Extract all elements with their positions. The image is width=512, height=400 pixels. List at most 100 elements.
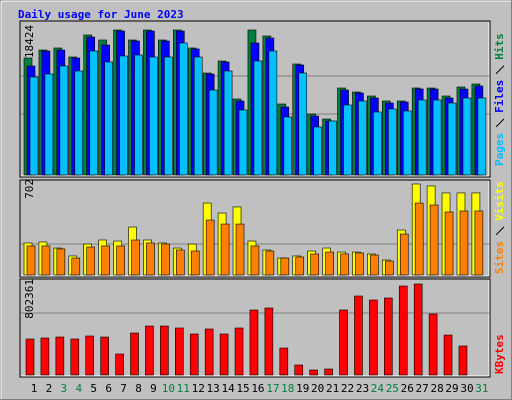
bar <box>164 56 173 176</box>
bar <box>443 334 453 376</box>
bar <box>115 353 124 376</box>
bar <box>175 327 184 376</box>
x-tick-label: 31 <box>475 382 488 395</box>
bar <box>325 251 334 276</box>
x-tick-label: 15 <box>236 382 249 395</box>
bar <box>74 70 84 176</box>
x-tick-label: 17 <box>266 382 279 395</box>
bar <box>414 202 424 276</box>
bar <box>70 338 80 376</box>
x-tick-label: 26 <box>401 382 414 395</box>
bar <box>29 76 39 176</box>
x-tick-label: 27 <box>416 382 429 395</box>
x-tick-label: 7 <box>120 382 127 395</box>
x-tick-label: 11 <box>177 382 190 395</box>
bar <box>59 65 69 176</box>
x-tick-label: 13 <box>207 382 220 395</box>
bar <box>324 368 333 376</box>
bar <box>428 313 438 376</box>
bar <box>161 243 170 276</box>
x-tick-label: 14 <box>221 382 235 395</box>
bar <box>179 42 188 176</box>
x-tick-label: 25 <box>386 382 399 395</box>
bar <box>432 99 442 176</box>
x-tick-label: 24 <box>371 382 385 395</box>
bar <box>343 104 352 176</box>
bar <box>458 345 468 376</box>
bar <box>55 336 65 376</box>
separator <box>495 118 505 128</box>
bar <box>413 283 423 376</box>
bar <box>234 327 244 376</box>
legend-label: Visits <box>493 181 506 221</box>
bar <box>238 109 248 176</box>
bar <box>385 260 394 276</box>
x-tick-label: 30 <box>460 382 473 395</box>
bar <box>220 223 230 276</box>
bar <box>354 295 363 376</box>
y-tick-label: 18424 <box>23 25 36 58</box>
chart-title: Daily usage for June 2023 <box>18 8 184 21</box>
bar <box>417 99 427 176</box>
bar <box>160 325 169 376</box>
x-tick-label: 3 <box>61 382 68 395</box>
bar <box>149 56 158 176</box>
bar <box>250 245 260 276</box>
bar <box>340 253 349 276</box>
bar <box>477 97 487 176</box>
bar <box>44 73 54 176</box>
bar <box>130 332 139 376</box>
bar <box>41 245 51 276</box>
bar <box>384 297 393 376</box>
bar <box>56 248 66 276</box>
bar <box>398 285 408 376</box>
bar <box>355 252 364 276</box>
x-tick-label: 21 <box>326 382 339 395</box>
bar <box>474 210 484 276</box>
bar <box>370 254 379 276</box>
x-tick-label: 29 <box>445 382 458 395</box>
x-tick-label: 1 <box>31 382 38 395</box>
bar <box>309 369 318 376</box>
bar <box>294 364 304 376</box>
bar <box>235 223 245 276</box>
bar <box>86 246 96 276</box>
y-tick-label: 702 <box>23 179 36 199</box>
x-tick-label: 2 <box>46 382 53 395</box>
bar <box>399 233 409 276</box>
x-tick-label: 20 <box>311 382 324 395</box>
bar <box>313 126 322 176</box>
bar <box>25 338 35 376</box>
bar <box>429 204 439 276</box>
x-tick-label: 28 <box>430 382 443 395</box>
bar <box>100 336 109 376</box>
bar <box>280 257 290 276</box>
separator <box>495 65 505 75</box>
x-tick-label: 16 <box>251 382 264 395</box>
bar <box>402 110 412 176</box>
legend-label: KBytes <box>493 334 506 374</box>
legend-label: Files <box>493 80 506 113</box>
bar <box>71 257 81 276</box>
bar <box>101 245 110 276</box>
bar <box>176 249 185 276</box>
bar <box>193 56 203 176</box>
bar <box>298 72 308 176</box>
bar <box>295 256 305 276</box>
bar <box>89 50 99 176</box>
bar <box>328 120 337 176</box>
bar <box>369 299 378 376</box>
bar <box>283 116 293 176</box>
x-tick-label: 6 <box>105 382 112 395</box>
bar <box>219 333 229 376</box>
bar <box>208 89 218 176</box>
bar <box>253 60 263 176</box>
bar <box>189 333 199 376</box>
bar <box>388 108 397 176</box>
legend-label: Sites <box>493 241 506 274</box>
bar <box>462 97 472 176</box>
bar <box>459 210 469 276</box>
bar <box>134 54 143 176</box>
bar <box>146 242 155 276</box>
bar <box>40 337 50 376</box>
